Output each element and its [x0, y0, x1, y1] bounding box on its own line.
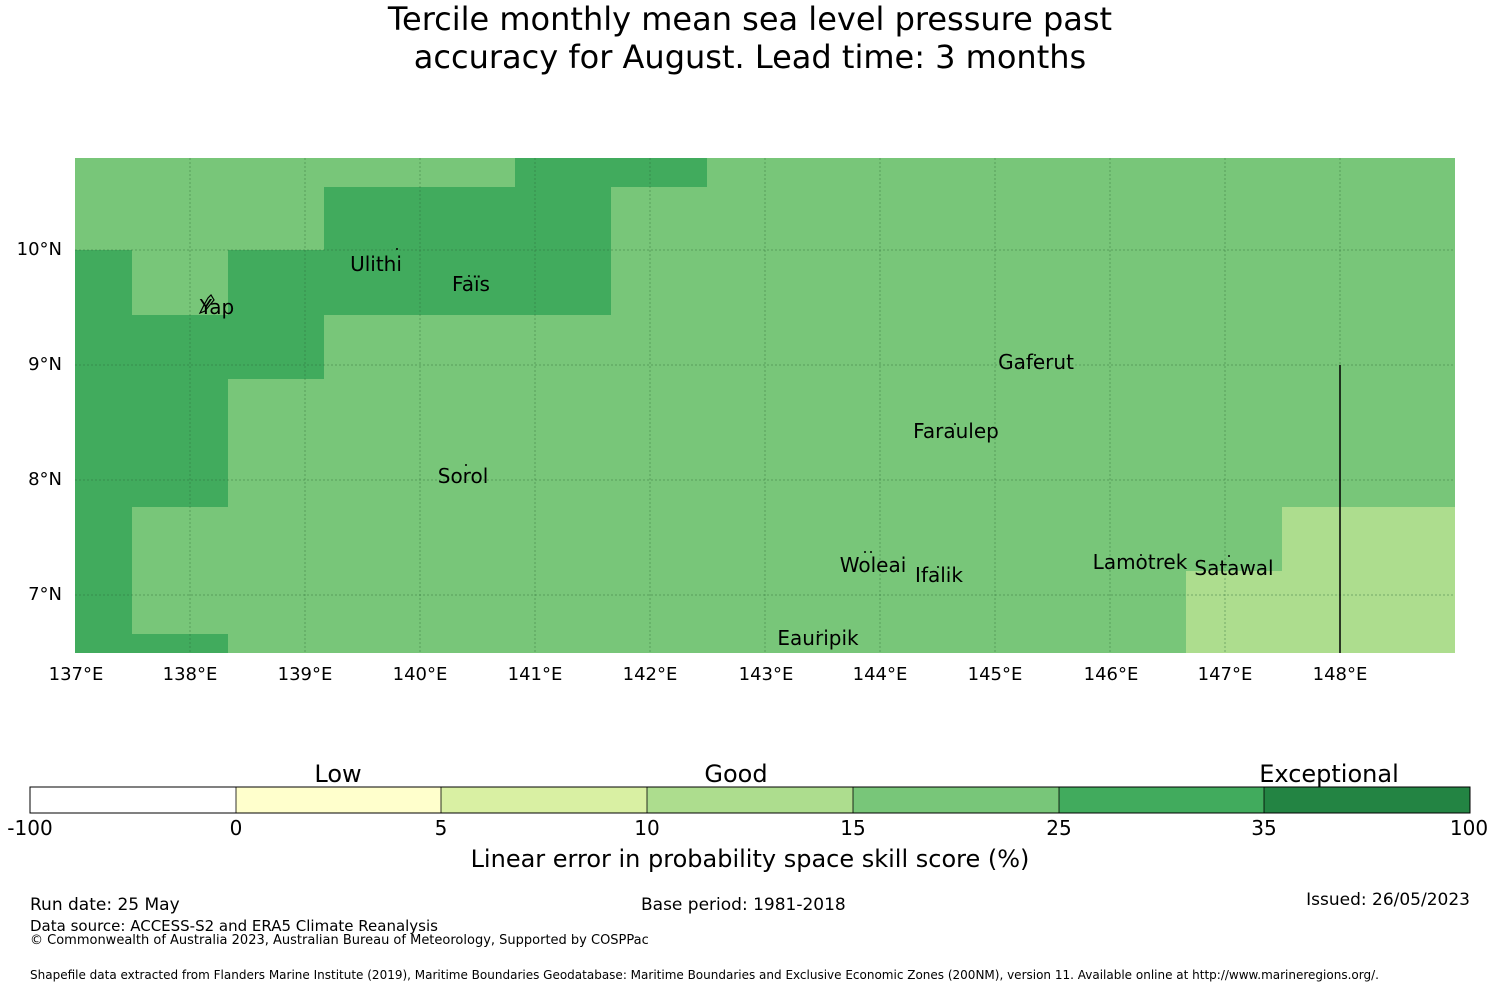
- place-label-sorol: Sorol: [437, 464, 489, 488]
- map-plot-area: [75, 158, 1455, 653]
- colorbar: [29, 786, 1471, 814]
- place-label-faraulep: Faraulep: [913, 419, 999, 443]
- colorbar-band: [1059, 787, 1264, 813]
- place-label-gaferut: Gaferut: [998, 350, 1074, 374]
- colorbar-band: [853, 787, 1059, 813]
- copyright: © Commonwealth of Australia 2023, Austra…: [30, 933, 649, 948]
- island-markers: [396, 248, 1230, 633]
- colorbar-category-good: Good: [704, 760, 768, 788]
- skill-cell-high: [324, 187, 611, 315]
- colorbar-tick: 25: [1046, 816, 1072, 840]
- skill-cell-high: [515, 158, 707, 187]
- lon-label-146e: 146°E: [1083, 664, 1139, 685]
- colorbar-band: [441, 787, 647, 813]
- place-label-yap: Yap: [199, 295, 235, 319]
- place-label-satawal: Satawal: [1194, 556, 1274, 580]
- colorbar-tick: 10: [634, 816, 660, 840]
- colorbar-label: Linear error in probability space skill …: [470, 845, 1030, 873]
- colorbar-category-low: Low: [314, 760, 362, 788]
- lon-label-137e: 137°E: [48, 664, 104, 685]
- skill-cell-high: [75, 250, 132, 653]
- place-label-ifalik: Ifalik: [915, 563, 963, 587]
- lon-label-140e: 140°E: [392, 664, 448, 685]
- lon-label-143e: 143°E: [738, 664, 794, 685]
- data-source: Data source: ACCESS-S2 and ERA5 Climate …: [30, 917, 438, 935]
- lon-label-139e: 139°E: [277, 664, 333, 685]
- place-label-fais: Faïs: [452, 272, 490, 296]
- skill-cell-high: [228, 250, 324, 379]
- chart-title: Tercile monthly mean sea level pressure …: [250, 0, 1250, 76]
- place-label-ulithi: Ulithi: [350, 252, 402, 276]
- colorbar-category-exceptional: Exceptional: [1259, 760, 1399, 788]
- skill-cell-base: [75, 158, 1455, 653]
- skill-cell-high: [132, 315, 228, 507]
- colorbar-tick: 100: [1449, 816, 1489, 840]
- lon-label-147e: 147°E: [1197, 664, 1253, 685]
- gridlines: [75, 158, 1455, 653]
- issued-date: Issued: 26/05/2023: [1306, 890, 1470, 910]
- base-period: Base period: 1981-2018: [641, 895, 846, 915]
- colorbar-band: [236, 787, 441, 813]
- colorbar-tick: 15: [840, 816, 866, 840]
- colorbar-band: [30, 787, 236, 813]
- lat-label-7n: 7°N: [28, 584, 62, 605]
- place-label-eauripik: Eauripik: [777, 626, 859, 650]
- colorbar-band: [1264, 787, 1470, 813]
- colorbar-outline: [29, 786, 1471, 814]
- place-label-lamotrek: Lamotrek: [1092, 550, 1188, 574]
- skill-cell-low: [1282, 507, 1455, 653]
- colorbar-tick: 35: [1251, 816, 1277, 840]
- lat-label-9n: 9°N: [28, 354, 62, 375]
- lon-label-141e: 141°E: [507, 664, 563, 685]
- yap-island-icon: [198, 294, 215, 315]
- lat-label-8n: 8°N: [28, 469, 62, 490]
- colorbar-tick: 0: [229, 816, 243, 840]
- title-line-1: Tercile monthly mean sea level pressure …: [387, 0, 1113, 38]
- colorbar-tick: -100: [7, 816, 53, 840]
- colorbar-band: [647, 787, 853, 813]
- title-line-2: accuracy for August. Lead time: 3 months: [413, 38, 1087, 76]
- lat-label-10n: 10°N: [16, 239, 62, 260]
- skill-cell-low: [1186, 571, 1282, 653]
- run-date: Run date: 25 May: [30, 895, 180, 915]
- lon-label-148e: 148°E: [1312, 664, 1368, 685]
- lon-label-145e: 145°E: [967, 664, 1023, 685]
- lon-label-138e: 138°E: [162, 664, 218, 685]
- lon-label-144e: 144°E: [852, 664, 908, 685]
- skill-cell-high: [132, 634, 228, 653]
- shapefile-credit: Shapefile data extracted from Flanders M…: [30, 968, 1379, 982]
- colorbar-tick: 5: [434, 816, 448, 840]
- lon-label-142e: 142°E: [622, 664, 678, 685]
- place-label-woleai: Woleai: [839, 553, 907, 577]
